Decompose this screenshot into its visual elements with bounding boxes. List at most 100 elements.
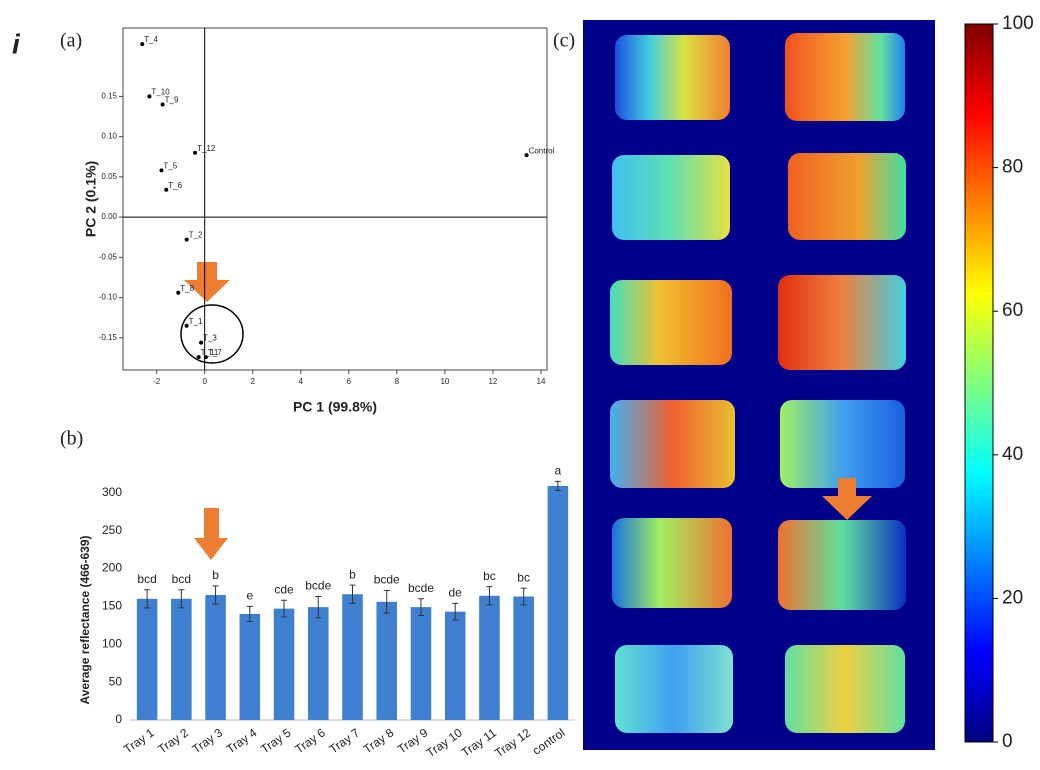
significance-letter: de: [449, 586, 463, 600]
x-tick-label: Tray 12: [492, 725, 533, 760]
sample: [612, 155, 730, 240]
bar: [274, 609, 295, 720]
sample: [778, 275, 906, 370]
sample: [610, 400, 735, 488]
x-tick-label: 8: [395, 377, 400, 386]
point-label: T_4: [144, 35, 158, 44]
x-tick-label: Tray 11: [459, 725, 500, 759]
point-label: Control: [529, 146, 555, 155]
page: i (a) (b) (c) -2 0 2 4 6 8 10 12 14 -0.15 -0.10 -0.…: [0, 0, 1040, 770]
x-tick-label: 6: [347, 377, 352, 386]
figure: i (a) (b) (c) -2 0 2 4 6 8 10 12 14 -0.15 -0.10 -0.…: [0, 0, 1040, 765]
colorbar-tick-label: 100: [1002, 13, 1034, 34]
colorbar-tick-label: 0: [1002, 731, 1013, 752]
significance-letter: b: [212, 568, 219, 582]
y-tick-label: -0.10: [99, 293, 118, 302]
sample: [778, 520, 906, 610]
x-tick-label: control: [530, 726, 568, 758]
x-tick-label: 10: [440, 377, 449, 386]
point-label: T_3: [203, 334, 217, 343]
panel-label: (b): [60, 428, 83, 450]
colorbar-tick-label: 60: [1002, 300, 1023, 321]
point-label: T_9: [165, 96, 179, 105]
bar: [171, 599, 192, 720]
x-tick-label: 4: [299, 377, 304, 386]
bar: [137, 599, 158, 720]
x-tick-label: 2: [250, 377, 255, 386]
significance-letter: e: [246, 589, 253, 603]
panel-label: (c): [553, 30, 575, 52]
significance-letter: bc: [517, 570, 530, 584]
bar: [205, 595, 226, 720]
bar: [548, 486, 569, 720]
sample: [610, 280, 732, 365]
colorbar-tick-label: 80: [1002, 157, 1023, 178]
point-label: T_12: [197, 144, 216, 153]
sample: [615, 645, 733, 733]
y-tick-label: -0.05: [99, 252, 118, 261]
figure-label: i: [12, 28, 21, 59]
significance-letter: a: [555, 464, 562, 478]
bar: [479, 596, 500, 720]
y-tick-label: 0.10: [101, 132, 117, 141]
x-tick-label: Tray 10: [424, 725, 465, 760]
x-tick-label: Tray 2: [155, 725, 191, 756]
bar: [308, 607, 329, 720]
significance-letter: bcd: [172, 572, 191, 586]
x-tick-label: Tray 3: [190, 725, 226, 756]
significance-letter: b: [349, 567, 356, 581]
x-tick-label: 14: [537, 377, 546, 386]
bar: [411, 607, 432, 720]
sample: [780, 400, 905, 488]
y-tick-label: 300: [102, 485, 122, 499]
x-tick-label: Tray 1: [121, 725, 157, 756]
y-tick-label: 0.15: [101, 92, 117, 101]
bar: [376, 602, 397, 720]
arrow: [184, 262, 230, 302]
y-axis-label: Average reflectance (466-639): [78, 536, 92, 705]
arrow: [194, 508, 228, 560]
significance-letter: bc: [483, 569, 496, 583]
x-axis-label: PC 1 (99.8%): [293, 399, 377, 415]
sample: [612, 518, 732, 608]
point-label: T_11: [201, 348, 219, 357]
significance-letter: bcde: [305, 579, 331, 593]
sample: [785, 645, 905, 733]
panel-label: (a): [60, 30, 82, 52]
x-tick-label: Tray 6: [292, 725, 328, 756]
bar: [513, 597, 534, 720]
x-tick-label: Tray 4: [224, 725, 260, 756]
x-tick-label: 12: [488, 377, 497, 386]
significance-letter: cde: [274, 582, 294, 596]
significance-letter: bcde: [408, 581, 434, 595]
bar: [240, 614, 261, 720]
point-label: T_8: [180, 284, 194, 293]
point-label: T_10: [151, 88, 170, 97]
colorbar-tick-label: 20: [1002, 587, 1023, 608]
point-label: T_1: [189, 317, 203, 326]
y-tick-label: 150: [102, 599, 122, 613]
x-tick-label: Tray 7: [327, 725, 363, 756]
y-tick-label: 250: [102, 523, 122, 537]
sample: [615, 35, 730, 120]
colorbar: [965, 24, 993, 742]
significance-letter: bcd: [137, 572, 156, 586]
y-tick-label: -0.15: [99, 333, 118, 342]
y-tick-label: 0: [115, 712, 122, 726]
y-tick-label: 0.00: [101, 212, 117, 221]
significance-letter: bcde: [374, 573, 400, 587]
y-tick-label: 0.05: [101, 172, 117, 181]
point-label: T_2: [189, 231, 203, 240]
sample: [788, 153, 906, 240]
y-tick-label: 100: [102, 636, 122, 650]
heatmap-background: [583, 20, 935, 750]
y-tick-label: 200: [102, 561, 122, 575]
x-tick-label: -2: [153, 377, 161, 386]
colorbar-tick-label: 40: [1002, 444, 1023, 465]
x-tick-label: Tray 5: [258, 725, 294, 756]
bar: [445, 612, 466, 720]
plot-frame: [123, 28, 547, 370]
x-tick-label: 0: [202, 377, 207, 386]
x-tick-label: Tray 8: [361, 725, 397, 756]
sample: [785, 33, 905, 121]
